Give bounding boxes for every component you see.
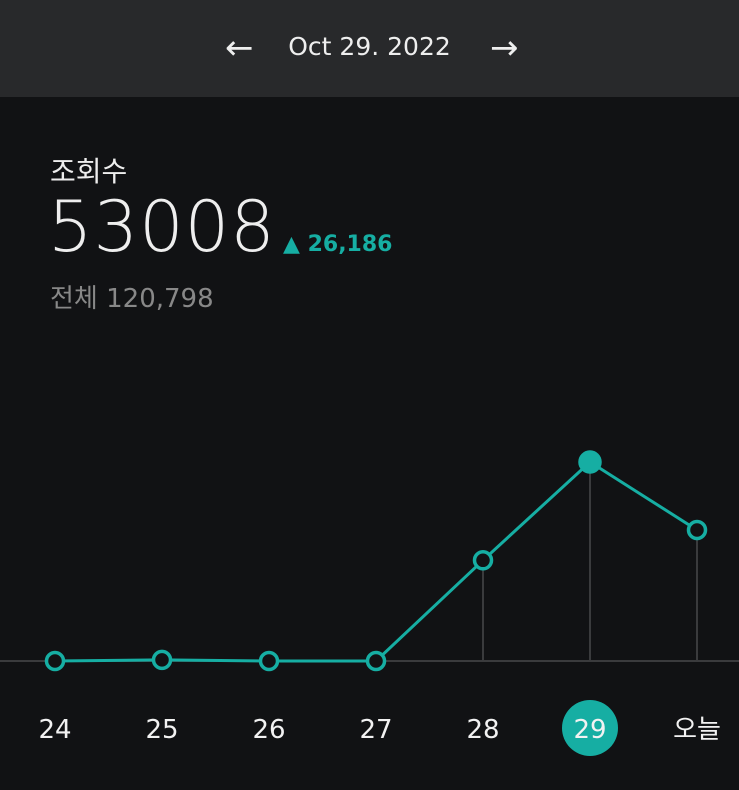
metric-value: 53008 [48, 186, 276, 268]
x-tick-label-29[interactable]: 29 [573, 715, 606, 745]
data-point-25[interactable] [151, 649, 173, 671]
data-point-29[interactable] [578, 450, 602, 474]
data-point-26[interactable] [258, 650, 280, 672]
x-tick-label-28[interactable]: 28 [466, 715, 499, 745]
x-tick-label-오늘[interactable]: 오늘 [673, 715, 721, 745]
data-point-27[interactable] [365, 650, 387, 672]
arrow-right-icon[interactable]: → [490, 28, 519, 68]
data-point-24[interactable] [44, 650, 66, 672]
metric-delta: ▲ 26,186 [283, 232, 393, 257]
x-tick-label-26[interactable]: 26 [252, 715, 285, 745]
x-tick-label-24[interactable]: 24 [38, 715, 71, 745]
data-point-28[interactable] [472, 550, 494, 571]
metric-label: 조회수 [50, 155, 128, 188]
series-line [54, 460, 698, 663]
data-point-오늘[interactable] [686, 519, 708, 541]
selected-day-highlight[interactable] [562, 700, 618, 756]
metric-total: 전체 120,798 [50, 284, 214, 314]
x-tick-label-27[interactable]: 27 [359, 715, 392, 745]
date-navigation-bar: ← Oct 29. 2022 → [0, 0, 739, 97]
arrow-left-icon[interactable]: ← [225, 28, 254, 68]
current-date: Oct 29. 2022 [288, 32, 451, 61]
x-tick-label-25[interactable]: 25 [145, 715, 178, 745]
